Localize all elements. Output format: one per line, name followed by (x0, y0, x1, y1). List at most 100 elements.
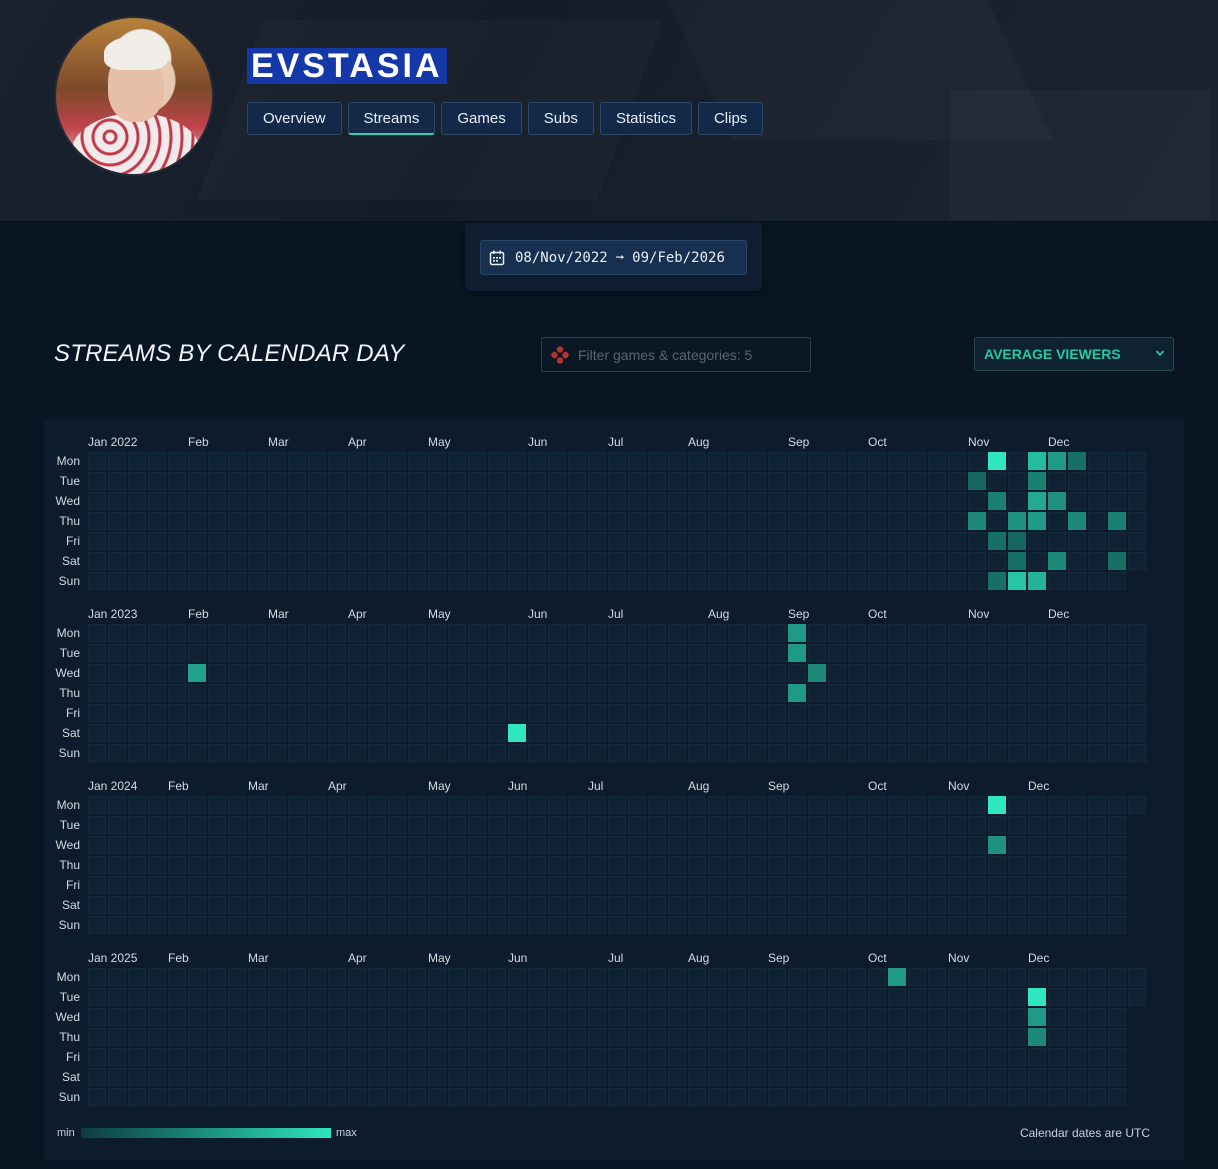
heatmap-cell[interactable] (788, 1088, 806, 1106)
heatmap-cell[interactable] (1068, 704, 1086, 722)
heatmap-cell[interactable] (108, 988, 126, 1006)
heatmap-cell[interactable] (348, 1088, 366, 1106)
heatmap-cell[interactable] (668, 724, 686, 742)
heatmap-cell[interactable] (908, 1048, 926, 1066)
heatmap-cell[interactable] (428, 1068, 446, 1086)
heatmap-cell[interactable] (968, 1048, 986, 1066)
heatmap-cell[interactable] (328, 1048, 346, 1066)
heatmap-cell[interactable] (468, 572, 486, 590)
heatmap-cell[interactable] (828, 1068, 846, 1086)
heatmap-cell[interactable] (1008, 796, 1026, 814)
heatmap-cell[interactable] (748, 816, 766, 834)
heatmap-cell[interactable] (188, 664, 206, 682)
heatmap-cell[interactable] (588, 684, 606, 702)
heatmap-cell[interactable] (948, 452, 966, 470)
heatmap-cell[interactable] (808, 472, 826, 490)
heatmap-cell[interactable] (648, 472, 666, 490)
heatmap-cell[interactable] (1068, 816, 1086, 834)
heatmap-cell[interactable] (648, 644, 666, 662)
heatmap-cell[interactable] (668, 664, 686, 682)
heatmap-cell[interactable] (348, 644, 366, 662)
heatmap-cell[interactable] (388, 1048, 406, 1066)
heatmap-cell[interactable] (488, 472, 506, 490)
heatmap-cell[interactable] (728, 724, 746, 742)
heatmap-cell[interactable] (248, 512, 266, 530)
heatmap-cell[interactable] (468, 816, 486, 834)
heatmap-cell[interactable] (848, 1068, 866, 1086)
heatmap-cell[interactable] (888, 624, 906, 642)
heatmap-cell[interactable] (528, 532, 546, 550)
heatmap-cell[interactable] (968, 1008, 986, 1026)
heatmap-cell[interactable] (568, 968, 586, 986)
heatmap-cell[interactable] (88, 532, 106, 550)
heatmap-cell[interactable] (788, 916, 806, 934)
heatmap-cell[interactable] (668, 1068, 686, 1086)
heatmap-cell[interactable] (528, 1028, 546, 1046)
heatmap-cell[interactable] (528, 968, 546, 986)
heatmap-cell[interactable] (308, 816, 326, 834)
heatmap-cell[interactable] (1048, 1068, 1066, 1086)
heatmap-cell[interactable] (348, 1008, 366, 1026)
heatmap-cell[interactable] (1048, 472, 1066, 490)
heatmap-cell[interactable] (288, 492, 306, 510)
heatmap-cell[interactable] (948, 1068, 966, 1086)
heatmap-cell[interactable] (968, 1068, 986, 1086)
heatmap-cell[interactable] (188, 684, 206, 702)
heatmap-cell[interactable] (588, 1028, 606, 1046)
heatmap-cell[interactable] (208, 664, 226, 682)
heatmap-cell[interactable] (988, 552, 1006, 570)
heatmap-cell[interactable] (288, 552, 306, 570)
heatmap-cell[interactable] (908, 1088, 926, 1106)
heatmap-cell[interactable] (1068, 916, 1086, 934)
heatmap-cell[interactable] (468, 1068, 486, 1086)
heatmap-cell[interactable] (328, 896, 346, 914)
heatmap-cell[interactable] (768, 1028, 786, 1046)
heatmap-cell[interactable] (328, 876, 346, 894)
heatmap-cell[interactable] (1068, 856, 1086, 874)
heatmap-cell[interactable] (608, 704, 626, 722)
heatmap-cell[interactable] (1048, 816, 1066, 834)
heatmap-cell[interactable] (748, 552, 766, 570)
heatmap-cell[interactable] (428, 836, 446, 854)
heatmap-cell[interactable] (808, 1028, 826, 1046)
heatmap-cell[interactable] (268, 452, 286, 470)
heatmap-cell[interactable] (448, 1088, 466, 1106)
heatmap-cell[interactable] (988, 744, 1006, 762)
heatmap-cell[interactable] (548, 572, 566, 590)
heatmap-cell[interactable] (408, 532, 426, 550)
heatmap-cell[interactable] (228, 624, 246, 642)
heatmap-cell[interactable] (948, 916, 966, 934)
heatmap-cell[interactable] (248, 664, 266, 682)
heatmap-cell[interactable] (248, 552, 266, 570)
heatmap-cell[interactable] (268, 816, 286, 834)
heatmap-cell[interactable] (1008, 684, 1026, 702)
heatmap-cell[interactable] (608, 492, 626, 510)
heatmap-cell[interactable] (848, 664, 866, 682)
heatmap-cell[interactable] (908, 916, 926, 934)
heatmap-cell[interactable] (908, 532, 926, 550)
heatmap-cell[interactable] (968, 968, 986, 986)
heatmap-cell[interactable] (88, 1028, 106, 1046)
heatmap-cell[interactable] (428, 876, 446, 894)
heatmap-cell[interactable] (648, 816, 666, 834)
heatmap-cell[interactable] (168, 1068, 186, 1086)
heatmap-cell[interactable] (628, 532, 646, 550)
heatmap-cell[interactable] (688, 896, 706, 914)
heatmap-cell[interactable] (408, 968, 426, 986)
heatmap-cell[interactable] (788, 1008, 806, 1026)
heatmap-cell[interactable] (128, 492, 146, 510)
heatmap-cell[interactable] (548, 704, 566, 722)
heatmap-cell[interactable] (1008, 1008, 1026, 1026)
heatmap-cell[interactable] (848, 744, 866, 762)
heatmap-cell[interactable] (848, 452, 866, 470)
heatmap-cell[interactable] (308, 624, 326, 642)
heatmap-cell[interactable] (548, 896, 566, 914)
heatmap-cell[interactable] (308, 572, 326, 590)
heatmap-cell[interactable] (848, 492, 866, 510)
heatmap-cell[interactable] (668, 1008, 686, 1026)
heatmap-cell[interactable] (948, 816, 966, 834)
heatmap-cell[interactable] (248, 532, 266, 550)
heatmap-cell[interactable] (948, 552, 966, 570)
heatmap-cell[interactable] (768, 968, 786, 986)
heatmap-cell[interactable] (188, 552, 206, 570)
